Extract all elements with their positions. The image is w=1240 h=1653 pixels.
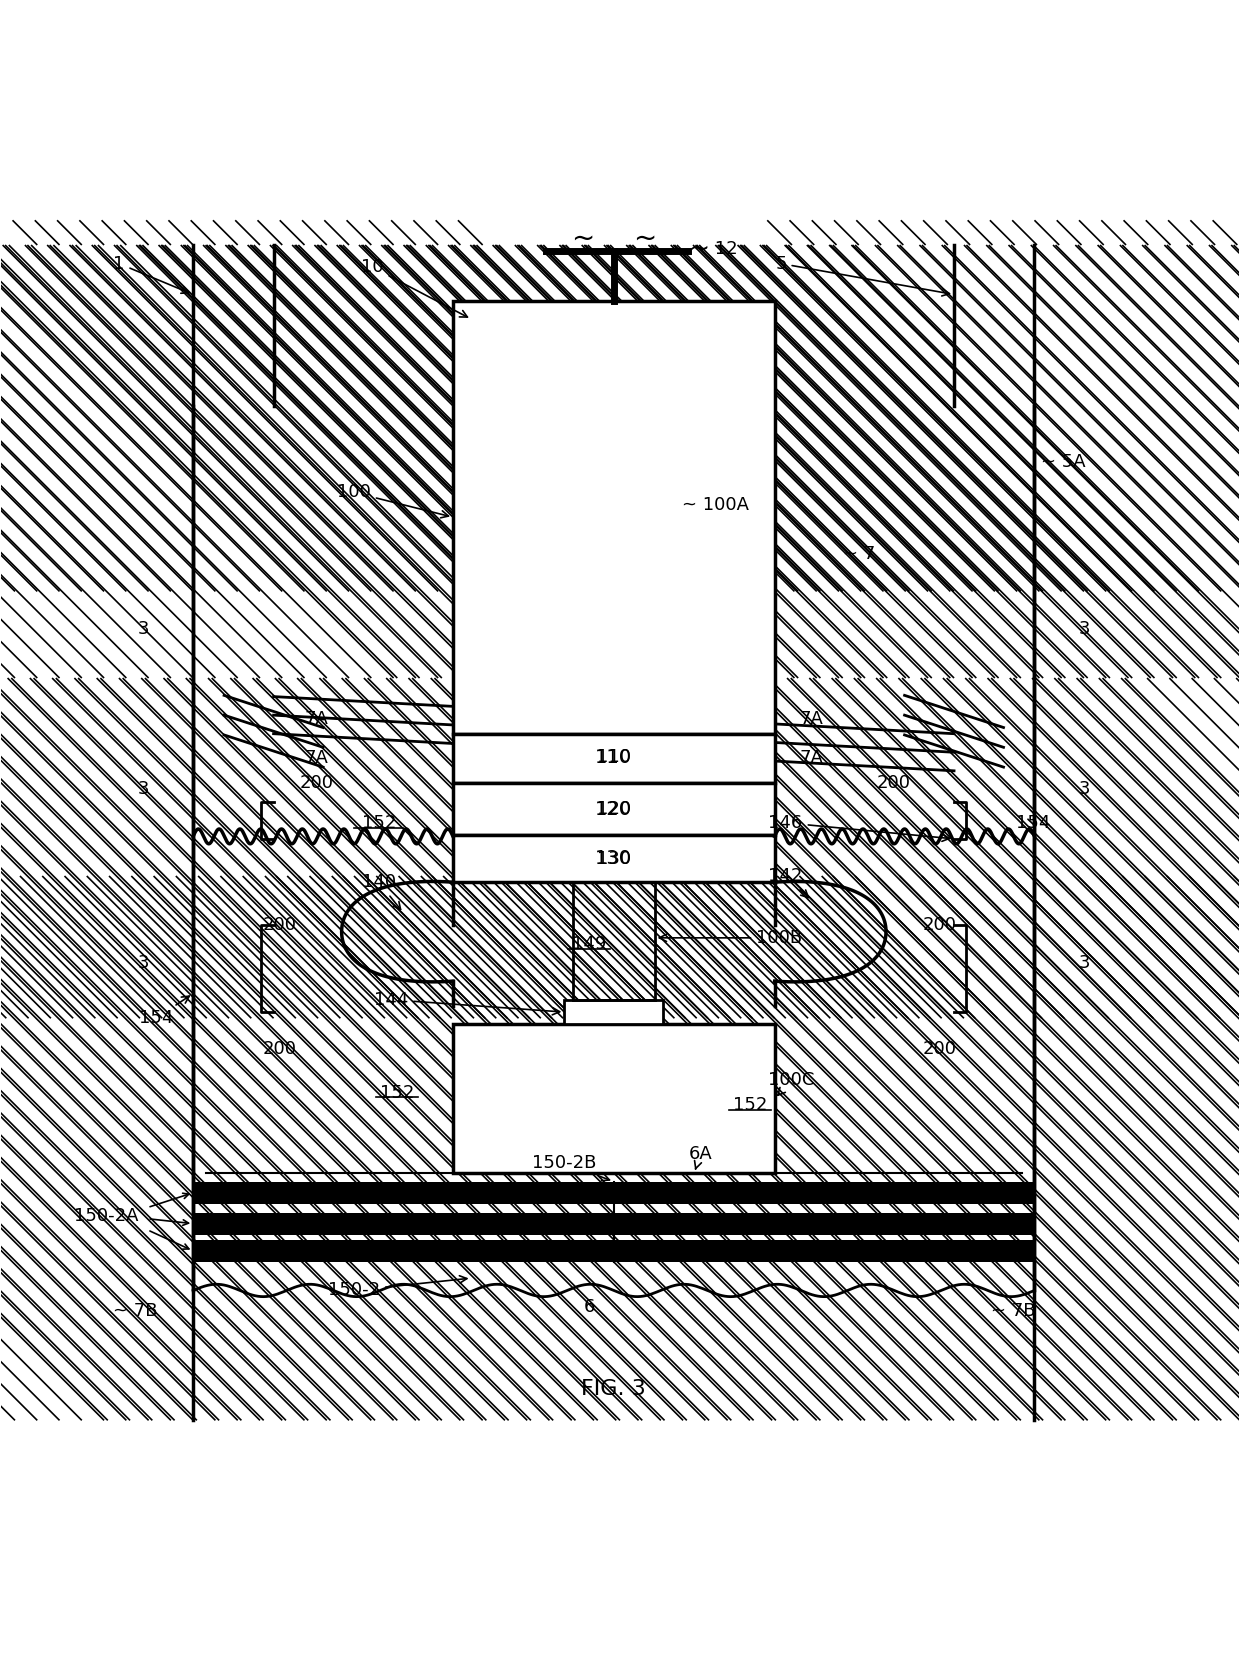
Text: ~ 7: ~ 7 xyxy=(843,545,875,564)
Bar xyxy=(193,678,274,1420)
Text: 120: 120 xyxy=(596,800,631,818)
Text: ~: ~ xyxy=(688,236,709,261)
Text: ~ 7B: ~ 7B xyxy=(991,1303,1035,1321)
Text: 3: 3 xyxy=(138,620,149,638)
Bar xyxy=(193,245,274,592)
Text: 200: 200 xyxy=(263,1040,296,1058)
Text: 140: 140 xyxy=(362,873,401,909)
Text: 149: 149 xyxy=(572,936,606,954)
Text: 150-2A: 150-2A xyxy=(74,1207,139,1225)
Text: 3: 3 xyxy=(138,780,149,798)
Bar xyxy=(453,835,775,883)
Text: ~: ~ xyxy=(634,225,656,253)
Bar xyxy=(947,220,1034,245)
Text: 200: 200 xyxy=(877,774,910,792)
Bar xyxy=(453,734,775,784)
Bar xyxy=(775,876,954,1018)
Bar xyxy=(193,1213,1034,1235)
Text: 154: 154 xyxy=(1016,813,1050,831)
Text: 5: 5 xyxy=(775,255,950,296)
Text: ~ 100A: ~ 100A xyxy=(682,496,749,514)
Text: 152: 152 xyxy=(362,813,396,831)
Text: 144: 144 xyxy=(374,990,559,1015)
Text: 130: 130 xyxy=(596,850,631,868)
Text: 6A: 6A xyxy=(688,1146,712,1169)
Text: 110: 110 xyxy=(596,749,631,767)
Text: 1: 1 xyxy=(113,255,188,293)
Text: ~ 12: ~ 12 xyxy=(694,240,738,258)
Bar xyxy=(193,220,280,245)
Text: 10: 10 xyxy=(361,258,467,317)
Bar xyxy=(193,1182,1034,1203)
Text: ~: ~ xyxy=(572,225,594,253)
Bar xyxy=(453,301,775,734)
Text: ~ 5A: ~ 5A xyxy=(1040,453,1085,471)
Bar xyxy=(954,245,1034,678)
Text: 150-2B: 150-2B xyxy=(532,1154,610,1180)
Text: 152: 152 xyxy=(733,1096,768,1114)
Bar xyxy=(193,1240,1034,1261)
Text: 7A: 7A xyxy=(800,709,823,727)
Text: 130: 130 xyxy=(595,850,632,868)
Text: 150-2: 150-2 xyxy=(327,1276,467,1299)
Text: 200: 200 xyxy=(923,1040,957,1058)
Text: 110: 110 xyxy=(595,747,632,767)
Text: 146: 146 xyxy=(769,813,950,841)
Bar xyxy=(564,1000,663,1025)
Text: 200: 200 xyxy=(923,916,957,934)
Bar xyxy=(193,245,274,678)
Text: 200: 200 xyxy=(263,916,296,934)
Text: 152: 152 xyxy=(381,1083,414,1101)
Text: 100: 100 xyxy=(337,483,449,517)
Bar xyxy=(954,678,1034,1420)
Text: 100B: 100B xyxy=(660,929,802,947)
Text: ~ 7B: ~ 7B xyxy=(113,1303,157,1321)
Text: 3: 3 xyxy=(1079,954,1090,972)
Bar xyxy=(453,784,775,835)
Text: 3: 3 xyxy=(1079,620,1090,638)
Text: 3: 3 xyxy=(138,954,149,972)
Text: 6: 6 xyxy=(583,1298,595,1316)
Text: 7A: 7A xyxy=(800,749,823,767)
Text: 7A: 7A xyxy=(305,709,329,727)
Bar xyxy=(274,876,453,1018)
Text: 7A: 7A xyxy=(305,749,329,767)
Bar xyxy=(954,245,1034,592)
Text: 200: 200 xyxy=(300,774,334,792)
Text: 3: 3 xyxy=(1079,780,1090,798)
Text: 154: 154 xyxy=(139,997,190,1027)
Text: FIG. 3: FIG. 3 xyxy=(582,1380,646,1400)
Text: 142: 142 xyxy=(769,866,808,898)
Text: 100C: 100C xyxy=(769,1071,815,1096)
Text: 120: 120 xyxy=(595,800,632,818)
Bar xyxy=(453,1025,775,1174)
